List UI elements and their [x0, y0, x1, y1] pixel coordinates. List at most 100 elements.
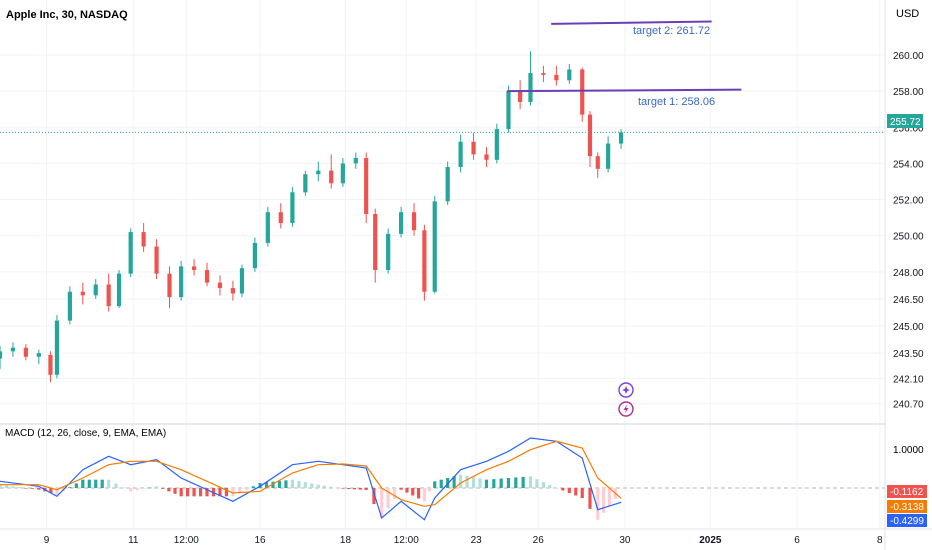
price-tick-label: 258.00 — [893, 87, 924, 98]
candle-body — [411, 212, 417, 231]
macd-histogram-bar — [121, 487, 125, 489]
candle-body — [230, 288, 235, 294]
macd-histogram-bar — [142, 488, 146, 489]
last-price-badge — [887, 114, 923, 128]
macd-histogram-bar — [372, 488, 376, 504]
price-tick-label: 256.00 — [893, 123, 924, 134]
macd-histogram-bar — [588, 488, 592, 509]
time-tick-label: 26 — [533, 535, 545, 546]
candle-body — [141, 232, 146, 247]
price-tick-label: 246.50 — [893, 295, 924, 306]
time-tick-label: 9 — [44, 535, 50, 546]
macd-histogram-bar — [499, 478, 503, 488]
macd-histogram-bar — [535, 479, 539, 488]
time-tick-label: 12:00 — [394, 535, 419, 546]
candle-body — [0, 351, 3, 359]
candle-body — [528, 73, 533, 102]
candle-body — [618, 132, 624, 144]
macd-histogram-bar — [303, 482, 307, 488]
candle-body — [128, 232, 133, 274]
candle-body — [23, 347, 28, 357]
macd-histogram-bar — [607, 488, 612, 506]
macd-histogram-bar — [393, 488, 397, 500]
macd-histogram-bar — [173, 488, 177, 494]
candle-body — [458, 141, 463, 168]
candle-body — [80, 291, 85, 296]
macd-histogram-bar — [198, 488, 203, 497]
candle-body — [191, 266, 197, 271]
candle-body — [36, 353, 41, 357]
macd-histogram-bar — [380, 488, 384, 518]
candle-body — [167, 273, 172, 298]
macd-histogram-bar — [37, 488, 41, 490]
price-tick-label: 240.70 — [893, 400, 924, 411]
macd-histogram-bar — [322, 485, 327, 488]
macd-histogram-bar — [0, 484, 2, 488]
macd-histogram-bar — [492, 479, 496, 488]
macd-histogram-bar — [574, 488, 578, 496]
macd-histogram-bar — [205, 488, 209, 497]
macd-histogram-bar — [68, 487, 72, 488]
candle-body — [484, 154, 489, 160]
price-tick-label: 248.00 — [893, 268, 924, 279]
candle-body — [606, 143, 611, 169]
currency-label[interactable]: USD — [896, 8, 919, 20]
macd-histogram-bar — [114, 483, 118, 488]
macd-histogram-bar — [439, 479, 443, 488]
macd-line-readout-bg — [887, 514, 927, 527]
candle-body — [116, 273, 122, 307]
macd-histogram-bar — [427, 488, 432, 492]
macd-histogram-bar — [81, 479, 85, 488]
macd-histogram-bar — [186, 488, 190, 497]
annotation-target-2[interactable]: target 2: 261.72 — [633, 25, 710, 37]
candle-body — [204, 270, 210, 283]
macd-signal-readout-bg — [887, 500, 927, 513]
macd-histogram-bar — [459, 474, 463, 488]
candle-body — [67, 291, 72, 321]
annotation-target-1[interactable]: target 1: 258.06 — [638, 96, 715, 108]
macd-histogram-bar — [521, 476, 525, 488]
macd-histogram-bar — [506, 478, 511, 488]
candle-body — [329, 170, 334, 184]
macd-histogram-bar — [271, 481, 275, 488]
macd-histogram-bar — [514, 477, 518, 488]
macd-histogram-bar — [94, 479, 98, 488]
candle-body — [432, 201, 437, 292]
plus-circle-icon[interactable] — [618, 382, 634, 398]
candle-body — [154, 246, 159, 274]
macd-histogram-bar — [4, 485, 9, 488]
macd-histogram-bar — [580, 488, 584, 498]
macd-histogram-bar — [100, 479, 104, 488]
price-tick-label: 252.00 — [893, 196, 924, 207]
macd-legend-label[interactable]: MACD (12, 26, close, 9, EMA, EMA) — [5, 428, 166, 439]
macd-histogram-bar — [399, 488, 403, 490]
macd-signal-readout: -0.3138 — [890, 502, 924, 513]
macd-histogram-bar — [471, 477, 476, 488]
macd-histogram-bar — [135, 488, 139, 491]
time-tick-label: 12:00 — [174, 535, 199, 546]
candle-body — [48, 354, 53, 375]
macd-histogram-bar — [364, 488, 368, 490]
macd-histogram-bar — [465, 475, 469, 488]
candle-body — [373, 214, 378, 271]
time-tick-label: 8 — [877, 535, 883, 546]
macd-histogram-bar — [596, 488, 600, 520]
macd-line — [0, 437, 622, 521]
candle-body — [541, 73, 546, 75]
candle-body — [179, 266, 184, 298]
trend-lines-layer[interactable] — [507, 20, 742, 93]
candle-body — [398, 212, 404, 234]
macd-histogram-bar — [347, 488, 351, 489]
candle-body — [364, 157, 369, 214]
candle-body — [239, 268, 245, 294]
lightning-circle-icon[interactable] — [618, 401, 634, 417]
macd-histogram-bar — [567, 488, 571, 493]
macd-hist-readout: -0.1162 — [890, 487, 924, 498]
macd-axis-tick: 1.0000 — [893, 445, 924, 456]
candle-body — [353, 157, 358, 164]
chart-grid — [0, 0, 885, 528]
candle-body — [290, 192, 295, 224]
macd-histogram-bar — [416, 488, 421, 499]
